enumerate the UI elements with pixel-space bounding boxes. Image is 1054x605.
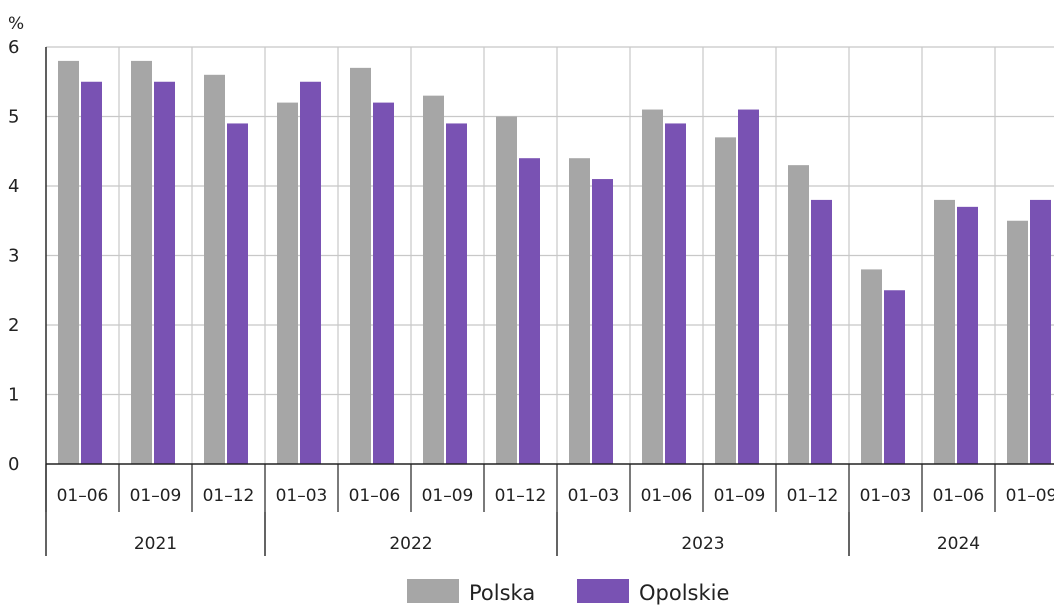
year-label-2023: 2023 (681, 534, 724, 554)
bar-opolskie-9 (738, 109, 759, 465)
x-tick-label: 01–06 (933, 486, 985, 506)
bar-polska-1 (131, 60, 152, 465)
bar-opolskie-1 (154, 81, 175, 464)
y-tick-label: 6 (8, 37, 19, 58)
x-tick-label: 01–12 (203, 486, 255, 506)
y-tick-label: 3 (8, 246, 19, 267)
bar-opolskie-2 (227, 123, 248, 464)
x-tick-label: 01–03 (276, 486, 328, 506)
x-tick-label: 01–09 (714, 486, 766, 506)
legend: Polska Opolskie (407, 579, 729, 605)
x-tick-label: 01–09 (422, 486, 474, 506)
grid-layer (45, 46, 1054, 464)
x-tick-label: 01–03 (568, 486, 620, 506)
bar-opolskie-8 (665, 123, 686, 464)
y-unit-label: % (8, 14, 24, 34)
x-tick-label: 01–12 (787, 486, 839, 506)
y-tick-label: 5 (8, 107, 19, 128)
bar-polska-11 (861, 269, 882, 464)
legend-label-polska: Polska (469, 581, 535, 605)
x-tick-label: 01–06 (57, 486, 109, 506)
x-tick-label: 01–03 (860, 486, 912, 506)
bar-opolskie-0 (81, 81, 102, 464)
bar-opolskie-4 (373, 102, 394, 464)
bar-opolskie-10 (811, 199, 832, 464)
x-tick-label: 01–06 (641, 486, 693, 506)
bar-opolskie-12 (957, 206, 978, 464)
bar-polska-13 (1007, 220, 1028, 464)
x-tick-label: 01–12 (495, 486, 547, 506)
year-label-2022: 2022 (389, 534, 432, 554)
bar-opolskie-5 (446, 123, 467, 464)
y-tick-label: 4 (8, 176, 19, 197)
axis-layer: 0 1 2 3 4 5 6% 01–06 01–09 01–12 01–03 01–06 01–09 01… (8, 14, 1054, 556)
bar-polska-3 (277, 102, 298, 464)
y-tick-label: 1 (8, 385, 19, 406)
bar-polska-2 (204, 74, 225, 465)
bar-polska-0 (58, 60, 79, 465)
bar-opolskie-6 (519, 158, 540, 464)
bar-polska-9 (715, 137, 736, 464)
legend-swatch-polska (407, 579, 459, 603)
bar-opolskie-7 (592, 179, 613, 465)
y-tick-label: 2 (8, 315, 19, 336)
year-label-2021: 2021 (134, 534, 177, 554)
x-tick-label: 01–09 (130, 486, 182, 506)
x-tick-label: 01–09 (1006, 486, 1054, 506)
y-tick-label: 0 (8, 454, 19, 475)
bar-opolskie-13 (1030, 199, 1051, 464)
bar-polska-8 (642, 109, 663, 465)
bar-polska-5 (423, 95, 444, 465)
bar-polska-4 (350, 67, 371, 464)
bar-polska-6 (496, 116, 517, 464)
year-label-2024: 2024 (937, 534, 980, 554)
bar-polska-10 (788, 165, 809, 464)
bar-polska-12 (934, 199, 955, 464)
bar-polska-7 (569, 158, 590, 464)
legend-label-opolskie: Opolskie (639, 581, 729, 605)
bar-opolskie-11 (884, 290, 905, 464)
bar-opolskie-3 (300, 81, 321, 464)
x-tick-label: 01–06 (349, 486, 401, 506)
bars-layer (58, 60, 1051, 465)
legend-swatch-opolskie (577, 579, 629, 603)
